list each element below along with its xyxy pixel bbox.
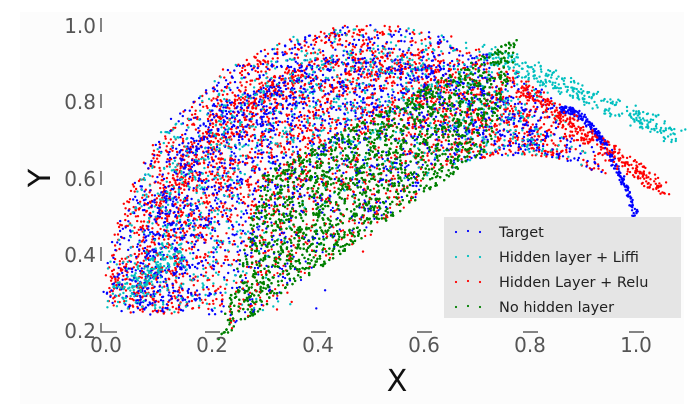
legend-label: Hidden layer + Liffi xyxy=(499,250,639,266)
x-axis-title: X xyxy=(387,364,408,399)
x-tick-label: 1.0 xyxy=(620,333,652,357)
legend: Target Hidden layer + Liffi Hidden Layer… xyxy=(444,217,681,318)
legend-item-liffi: Hidden layer + Liffi xyxy=(454,250,639,266)
x-tick-label: 0.8 xyxy=(514,333,546,357)
legend-item-relu: Hidden Layer + Relu xyxy=(454,275,648,291)
x-axis: 0.0 0.2 0.4 0.6 0.8 1.0 X xyxy=(90,331,652,399)
y-tick-label: 0.8 xyxy=(64,90,96,114)
legend-item-no-hidden: No hidden layer xyxy=(454,300,614,316)
y-tick-label: 0.6 xyxy=(64,167,96,191)
y-tick-label: 1.0 xyxy=(64,14,96,38)
x-tick-label: 0.2 xyxy=(196,333,228,357)
y-axis: 1.0 0.8 0.6 0.4 0.2 Y xyxy=(23,14,117,343)
y-axis-title: Y xyxy=(23,168,58,188)
legend-box xyxy=(444,217,681,318)
legend-label: Hidden Layer + Relu xyxy=(499,275,648,291)
legend-label: No hidden layer xyxy=(499,300,614,316)
scatter-points xyxy=(102,24,687,341)
legend-item-target: Target xyxy=(454,225,544,241)
x-tick-label: 0.4 xyxy=(302,333,334,357)
y-tick-label: 0.4 xyxy=(64,243,96,267)
y-tick-label: 0.2 xyxy=(64,319,96,343)
origin-tick xyxy=(100,323,117,333)
x-tick-label: 0.0 xyxy=(90,333,122,357)
legend-label: Target xyxy=(498,225,544,241)
x-tick-label: 0.6 xyxy=(408,333,440,357)
figure xyxy=(20,12,684,404)
